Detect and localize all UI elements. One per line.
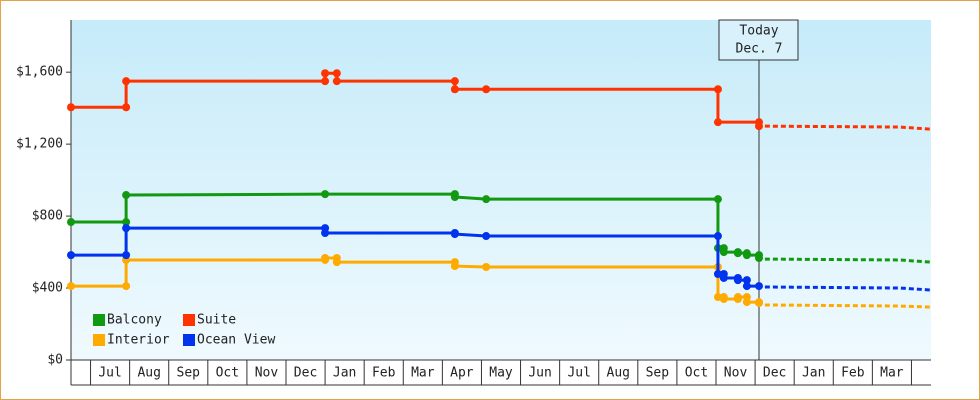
- price-point: [450, 193, 459, 202]
- price-point: [67, 251, 75, 260]
- price-point: [713, 118, 722, 127]
- price-point: [122, 191, 131, 200]
- price-point: [713, 270, 722, 279]
- price-point: [482, 262, 491, 271]
- price-point: [713, 85, 722, 94]
- price-point: [332, 77, 341, 86]
- x-tick-label: Jan: [333, 366, 356, 381]
- price-point: [122, 224, 131, 233]
- x-tick-label: Jul: [98, 366, 121, 381]
- y-tick-label: $1,600: [16, 65, 63, 80]
- x-tick-label: Aug: [607, 366, 630, 381]
- price-point: [719, 248, 728, 257]
- price-point: [122, 251, 131, 260]
- x-tick-label: May: [489, 366, 513, 381]
- price-point: [755, 298, 763, 307]
- x-tick-label: Feb: [372, 366, 396, 381]
- price-point: [713, 195, 722, 204]
- price-point: [321, 190, 330, 199]
- price-point: [321, 228, 330, 237]
- price-point: [742, 251, 751, 260]
- legend-swatch: [93, 334, 105, 346]
- legend-swatch: [183, 314, 195, 326]
- legend-swatch: [183, 334, 195, 346]
- price-point: [450, 230, 459, 239]
- y-tick-label: $400: [32, 281, 63, 296]
- price-point: [332, 258, 341, 267]
- x-tick-label: Mar: [411, 366, 435, 381]
- forecast-line: [764, 303, 932, 309]
- price-point: [67, 218, 75, 227]
- legend-label: Suite: [197, 313, 236, 328]
- today-box: [718, 19, 799, 61]
- price-point: [719, 273, 728, 282]
- price-point: [719, 295, 728, 304]
- x-tick-label: Dec: [294, 366, 317, 381]
- x-tick-label: Jan: [802, 366, 825, 381]
- price-point: [67, 103, 75, 112]
- x-tick-label: Sep: [646, 366, 670, 381]
- x-tick-label: Apr: [450, 366, 474, 381]
- x-tick-label: Dec: [763, 366, 786, 381]
- price-point: [321, 254, 330, 262]
- x-tick-label: Nov: [724, 366, 748, 381]
- price-point: [122, 77, 131, 86]
- x-tick-label: Aug: [137, 366, 160, 381]
- forecast-line: [764, 124, 932, 131]
- price-point: [450, 262, 459, 271]
- y-tick-label: $0: [47, 353, 63, 368]
- price-point: [122, 218, 131, 227]
- legend-swatch: [93, 314, 105, 326]
- x-tick-label: Feb: [841, 366, 865, 381]
- price-point: [713, 232, 722, 241]
- legend-label: Ocean View: [197, 333, 275, 348]
- price-point: [332, 69, 341, 78]
- price-point: [755, 122, 763, 131]
- price-point: [742, 282, 751, 291]
- x-tick-label: Mar: [880, 366, 904, 381]
- price-point: [733, 293, 742, 302]
- today-label: Today: [739, 24, 778, 39]
- x-tick-label: Jun: [528, 366, 551, 381]
- plot-area: [71, 20, 931, 360]
- price-point: [122, 282, 131, 291]
- price-point: [482, 195, 491, 204]
- x-tick-label: Nov: [255, 366, 279, 381]
- price-line: [71, 71, 761, 127]
- x-tick-label: Oct: [685, 366, 708, 381]
- price-point: [742, 276, 751, 285]
- forecast-line: [764, 257, 932, 264]
- price-point: [482, 85, 491, 94]
- price-point: [482, 232, 491, 241]
- price-point: [733, 276, 742, 285]
- price-point: [450, 85, 459, 94]
- price-point: [742, 298, 751, 307]
- x-tick-label: Jul: [567, 366, 590, 381]
- price-point: [733, 249, 742, 258]
- x-tick-label: Sep: [177, 366, 201, 381]
- y-tick-label: $1,200: [16, 137, 63, 152]
- x-tick-label: Oct: [216, 366, 239, 381]
- forecast-line: [764, 285, 932, 292]
- price-point: [450, 77, 459, 86]
- price-point: [321, 77, 330, 86]
- legend-label: Interior: [107, 333, 170, 348]
- price-point: [122, 103, 131, 112]
- y-tick-label: $800: [32, 209, 63, 224]
- price-point: [755, 254, 763, 262]
- today-label: Dec. 7: [736, 42, 783, 57]
- price-point: [321, 69, 330, 78]
- price-point: [755, 282, 763, 291]
- legend-label: Balcony: [107, 313, 162, 328]
- price-point: [67, 282, 75, 291]
